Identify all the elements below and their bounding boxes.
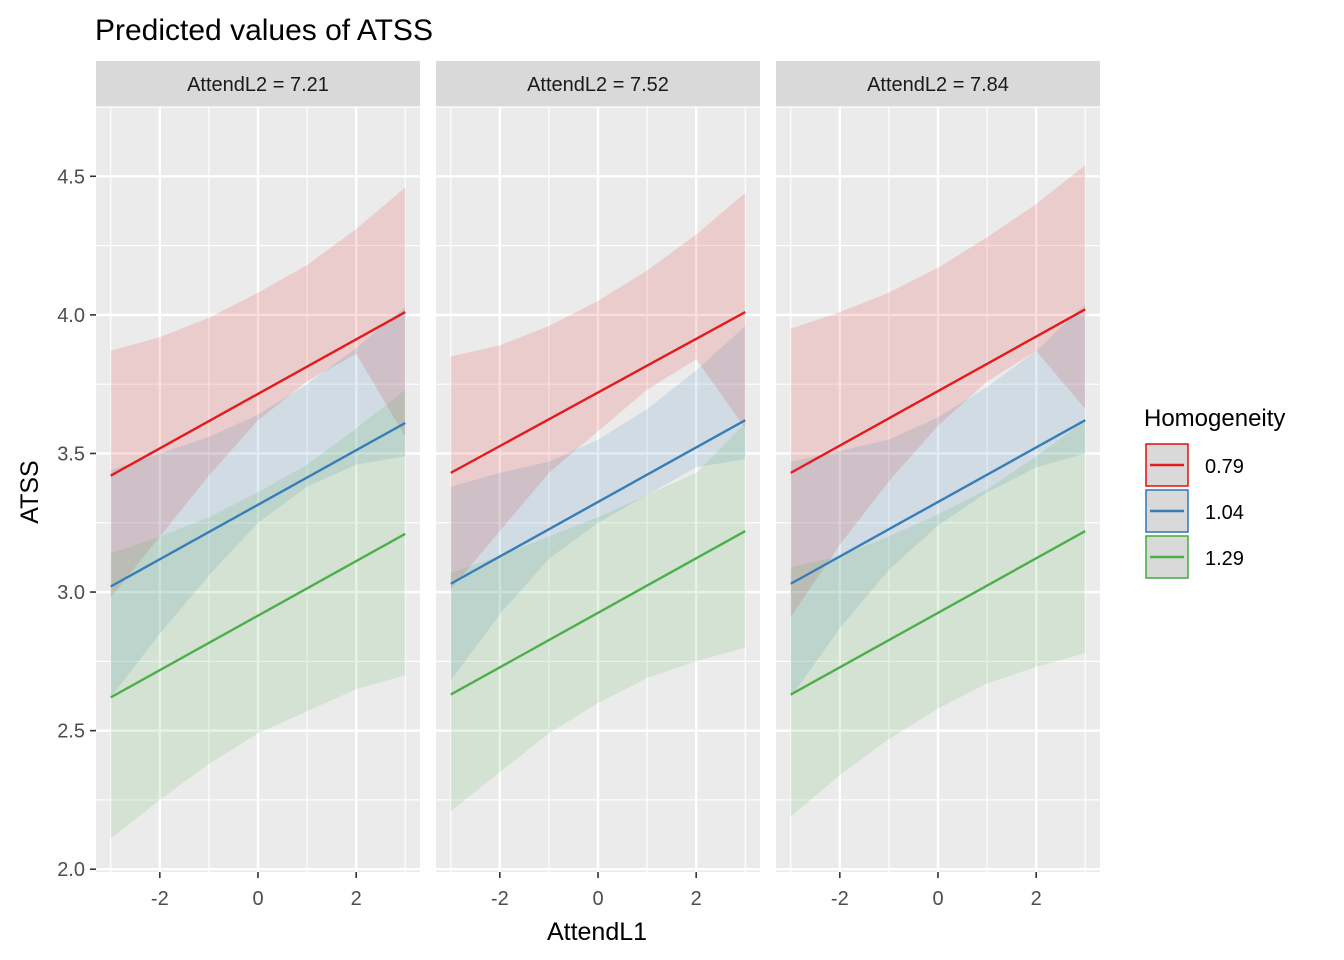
ci-ribbon-1.04 <box>110 306 406 698</box>
series-line-1.29 <box>450 530 746 696</box>
facet-strip <box>436 61 760 107</box>
series-line-0.79 <box>110 311 406 477</box>
x-tick-label: 2 <box>1031 888 1042 910</box>
ci-ribbon-1.29 <box>110 389 406 839</box>
legend-title: Homogeneity <box>1144 405 1285 432</box>
facet-strip-label: AttendL2 = 7.52 <box>527 74 669 96</box>
x-tick-label: 2 <box>351 888 362 910</box>
x-tick-label: -2 <box>151 888 169 910</box>
legend-item-1.04: 1.04 <box>1145 489 1244 533</box>
legend-item-1.29: 1.29 <box>1145 535 1244 579</box>
x-tick-label: -2 <box>831 888 849 910</box>
ci-ribbon-1.04 <box>450 326 746 681</box>
series-line-0.79 <box>790 308 1086 474</box>
y-tick-label: 2.5 <box>57 721 85 743</box>
facet-strip <box>776 61 1100 107</box>
y-tick-label: 3.0 <box>57 582 85 604</box>
x-tick-label: 0 <box>252 888 263 910</box>
legend: Homogeneity 0.79 1.04 1.29 <box>1144 405 1285 579</box>
y-tick-label: 4.0 <box>57 305 85 327</box>
y-axis: 2.0 2.5 3.0 3.5 4.0 4.5 <box>57 166 96 881</box>
x-tick-label: -2 <box>491 888 509 910</box>
x-axis-label: AttendL1 <box>547 918 647 946</box>
series-line-1.04 <box>790 419 1086 585</box>
series-line-1.29 <box>790 530 1086 696</box>
legend-item-0.79: 0.79 <box>1145 443 1244 487</box>
y-tick-label: 3.5 <box>57 443 85 465</box>
ci-ribbon-0.79 <box>450 192 746 590</box>
y-tick-label: 4.5 <box>57 166 85 188</box>
facet-panel-1: AttendL2 = 7.21 -2 0 2 <box>96 61 420 910</box>
series-line-1.04 <box>450 419 746 585</box>
series-line-1.04 <box>110 421 406 588</box>
legend-label: 1.29 <box>1205 548 1244 570</box>
series-line-1.29 <box>110 532 406 699</box>
legend-keys: 0.79 1.04 1.29 <box>1145 443 1244 579</box>
legend-label: 1.04 <box>1205 502 1244 524</box>
x-tick-label: 2 <box>691 888 702 910</box>
facet-strip <box>96 61 420 107</box>
x-tick-label: 0 <box>592 888 603 910</box>
ci-ribbon-1.29 <box>450 423 746 811</box>
facet-panel-2: AttendL2 = 7.52 -2 0 2 <box>436 61 760 910</box>
series-line-0.79 <box>450 311 746 474</box>
facet-strip-label: AttendL2 = 7.84 <box>867 74 1009 96</box>
chart-title: Predicted values of ATSS <box>95 14 433 47</box>
y-axis-label: ATSS <box>16 460 44 523</box>
ci-ribbon-1.04 <box>790 303 1086 698</box>
legend-label: 0.79 <box>1205 456 1244 478</box>
y-tick-label: 2.0 <box>57 859 85 881</box>
ci-ribbon-1.29 <box>790 420 1086 817</box>
x-tick-label: 0 <box>932 888 943 910</box>
facet-strip-label: AttendL2 = 7.21 <box>187 74 329 96</box>
ci-ribbon-0.79 <box>110 187 406 598</box>
facet-panel-3: AttendL2 = 7.84 -2 0 2 <box>776 61 1100 910</box>
